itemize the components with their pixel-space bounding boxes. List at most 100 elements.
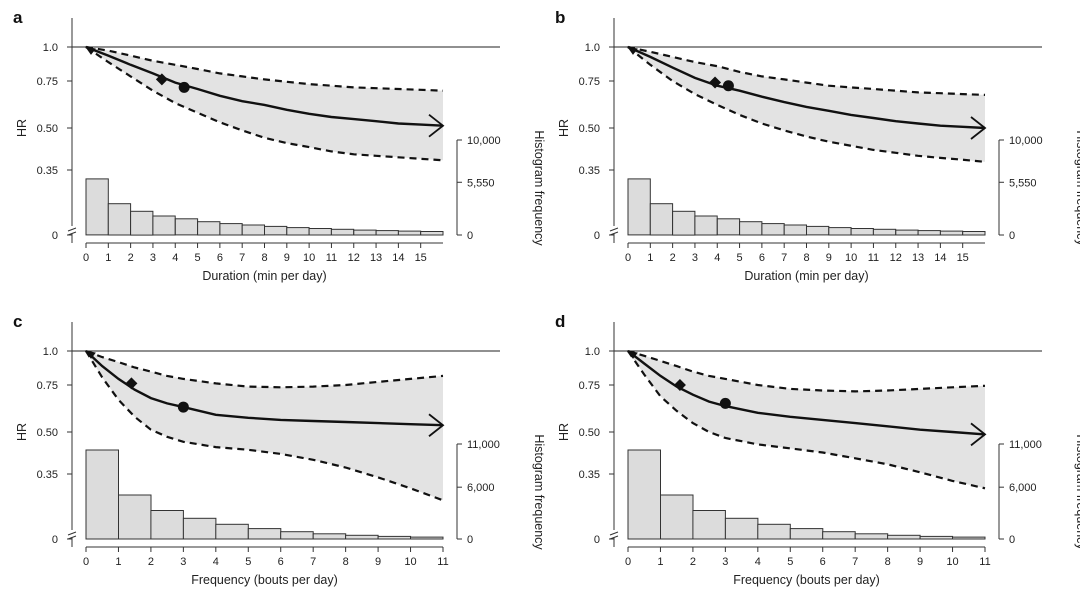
y-tick-label: 0: [594, 534, 600, 546]
histogram-bar: [828, 227, 852, 236]
x-tick-label: 2: [128, 252, 134, 264]
arrow-end-icon: [428, 413, 445, 437]
x-tick-label: 11: [979, 556, 990, 568]
x-tick-label: 3: [692, 252, 698, 264]
hr-curve: [627, 45, 986, 130]
axis-break-icon: [67, 531, 77, 540]
x-tick-label: 3: [180, 556, 186, 568]
x-axis-title: Duration (min per day): [202, 269, 326, 283]
y-tick-label: 0.50: [37, 427, 58, 439]
histogram-bar: [806, 225, 830, 236]
x-tick-label: 11: [868, 252, 879, 264]
histogram-bar: [312, 533, 347, 540]
x-tick-label: 2: [148, 556, 154, 568]
x-tick-label: 10: [303, 252, 315, 264]
panel-letter: a: [13, 8, 23, 27]
y-tick-label: 1.0: [43, 346, 58, 358]
histogram-bar: [219, 223, 243, 236]
y2-tick-label: 5,550: [1009, 177, 1037, 189]
arrow-start-icon: [84, 46, 96, 55]
confidence-band: [628, 351, 985, 489]
ci-upper-line: [627, 45, 986, 96]
histogram-bar: [420, 231, 444, 236]
x-tick-label: 3: [722, 556, 728, 568]
y-tick-label: 1.0: [43, 42, 58, 54]
histogram-bar: [397, 230, 422, 236]
x-tick-label: 6: [759, 252, 765, 264]
x-tick-label: 10: [404, 556, 416, 568]
histogram-bar: [85, 449, 119, 540]
x-tick-label: 4: [213, 556, 219, 568]
x-tick-label: 0: [625, 252, 631, 264]
circle-marker: [719, 397, 731, 409]
histogram-bar: [308, 228, 332, 236]
histogram-bar: [660, 494, 694, 540]
histogram-bar: [694, 215, 718, 236]
y-tick-label: 0.50: [579, 427, 600, 439]
histogram-bar: [264, 225, 288, 236]
histogram-bar: [627, 178, 651, 236]
y2-tick-label: 11,000: [1009, 439, 1042, 451]
x-tick-label: 6: [278, 556, 284, 568]
x-tick-label: 5: [195, 252, 201, 264]
x-axis-title: Frequency (bouts per day): [191, 573, 338, 587]
diamond-marker: [155, 73, 168, 86]
histogram-bar: [739, 221, 763, 236]
y2-tick-label: 0: [467, 230, 473, 242]
x-tick-label: 7: [239, 252, 245, 264]
y2-tick-label: 0: [1009, 534, 1015, 546]
ci-lower-line: [85, 350, 444, 502]
histogram-bar: [345, 534, 379, 540]
histogram-bar: [353, 229, 377, 236]
x-tick-label: 2: [690, 556, 696, 568]
x-tick-label: 0: [83, 556, 89, 568]
histogram-bar: [152, 215, 176, 236]
x-tick-label: 13: [370, 252, 382, 264]
histogram-bar: [850, 228, 874, 236]
axis-break-icon: [609, 227, 619, 236]
x-tick-label: 8: [803, 252, 809, 264]
x-tick-label: 3: [150, 252, 156, 264]
diamond-marker: [673, 379, 686, 391]
y-tick-label: 0: [594, 230, 600, 242]
y2-tick-label: 0: [1009, 230, 1015, 242]
x-tick-label: 0: [83, 252, 89, 264]
x-tick-label: 12: [348, 252, 360, 264]
histogram-bar: [286, 227, 310, 236]
diamond-marker: [709, 76, 722, 89]
x-tick-label: 1: [657, 556, 663, 568]
y-tick-label: 1.0: [585, 42, 600, 54]
histogram-bar: [917, 230, 941, 236]
x-tick-label: 4: [172, 252, 178, 264]
y2-tick-label: 10,000: [1009, 135, 1043, 147]
x-tick-label: 10: [946, 556, 958, 568]
histogram-bar: [377, 535, 412, 540]
x-tick-label: 14: [392, 252, 404, 264]
y2-axis-title: Histogram frequency: [1074, 434, 1080, 550]
x-tick-label: 7: [852, 556, 858, 568]
histogram-bar: [197, 221, 221, 236]
histogram-bar: [247, 528, 282, 540]
arrow-end-icon: [970, 422, 987, 447]
histogram-bar: [895, 229, 919, 236]
x-tick-label: 12: [890, 252, 902, 264]
y2-tick-label: 5,550: [467, 177, 495, 189]
x-tick-label: 13: [912, 252, 924, 264]
x-tick-label: 9: [284, 252, 290, 264]
histogram-bar: [241, 224, 265, 236]
histogram-bar: [280, 531, 314, 540]
y-tick-label: 1.0: [585, 346, 600, 358]
arrow-end-icon: [970, 116, 987, 140]
y2-tick-label: 10,000: [467, 135, 501, 147]
histogram-bar: [757, 523, 791, 540]
y2-axis-title: Histogram frequency: [532, 130, 546, 246]
y-axis-title: HR: [557, 119, 571, 137]
x-tick-label: 1: [647, 252, 653, 264]
ci-upper-line: [85, 349, 444, 389]
y-tick-label: 0.50: [579, 123, 600, 135]
histogram-bar: [375, 230, 399, 236]
x-tick-label: 14: [934, 252, 946, 264]
x-tick-label: 6: [820, 556, 826, 568]
ci-lower-line: [627, 46, 986, 163]
